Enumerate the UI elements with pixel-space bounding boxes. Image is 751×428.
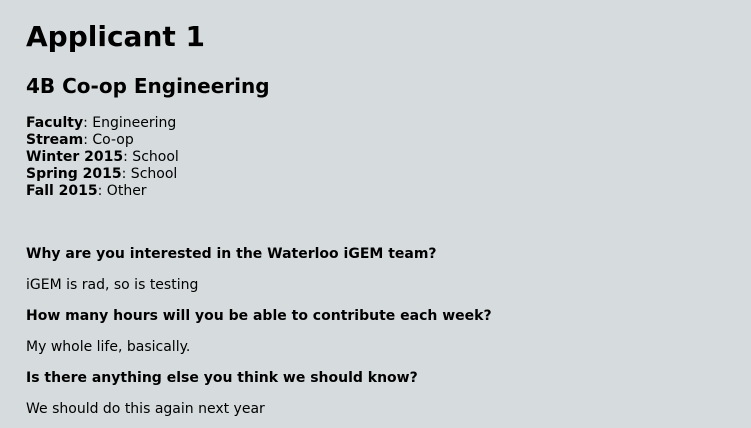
- fact-label: Winter 2015: [26, 149, 124, 165]
- answer-hours: My whole life, basically.: [26, 339, 191, 355]
- fact-value: : Other: [97, 183, 147, 199]
- fact-label: Faculty: [26, 115, 84, 131]
- page-title: Applicant 1: [26, 20, 205, 53]
- question-interest: Why are you interested in the Waterloo i…: [26, 246, 437, 262]
- applicant-facts: Faculty: Engineering Stream: Co-op Winte…: [26, 115, 179, 200]
- fact-value: : Co-op: [83, 132, 134, 148]
- fact-stream: Stream: Co-op: [26, 132, 179, 149]
- question-hours: How many hours will you be able to contr…: [26, 308, 492, 324]
- fact-value: : School: [121, 166, 178, 182]
- answer-anything-else: We should do this again next year: [26, 401, 265, 417]
- fact-label: Fall 2015: [26, 183, 98, 199]
- question-anything-else: Is there anything else you think we shou…: [26, 370, 418, 386]
- fact-label: Spring 2015: [26, 166, 122, 182]
- fact-value: : Engineering: [83, 115, 177, 131]
- fact-label: Stream: [26, 132, 84, 148]
- fact-spring-2015: Spring 2015: School: [26, 166, 179, 183]
- fact-faculty: Faculty: Engineering: [26, 115, 179, 132]
- fact-value: : School: [123, 149, 179, 165]
- fact-winter-2015: Winter 2015: School: [26, 149, 179, 166]
- answer-interest: iGEM is rad, so is testing: [26, 277, 199, 293]
- applicant-program-heading: 4B Co-op Engineering: [26, 74, 270, 98]
- fact-fall-2015: Fall 2015: Other: [26, 183, 179, 200]
